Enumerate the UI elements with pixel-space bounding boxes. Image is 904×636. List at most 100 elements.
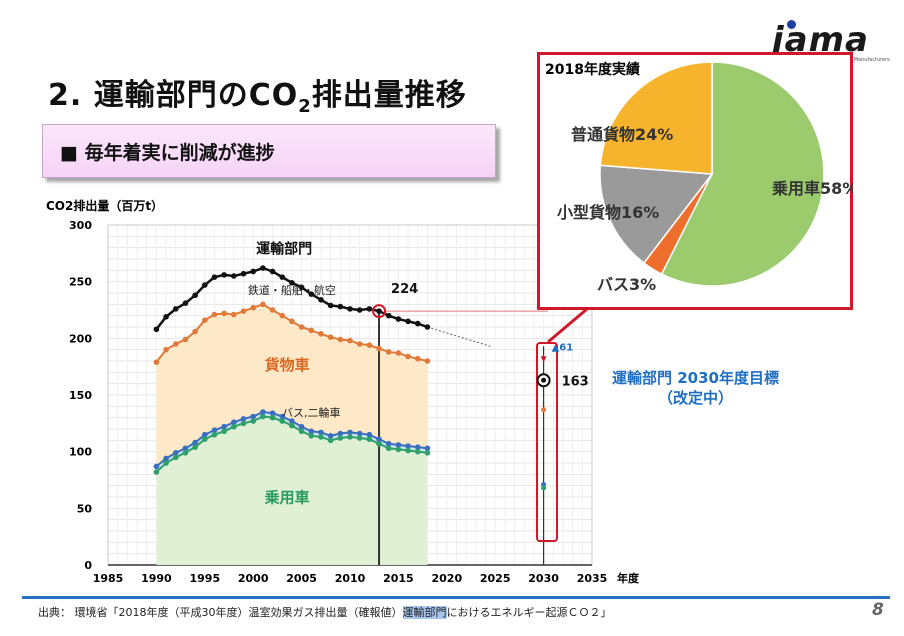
x-tick-label: 2030 bbox=[528, 572, 559, 585]
data-point bbox=[202, 436, 208, 443]
data-point bbox=[211, 311, 218, 318]
projection-line bbox=[427, 326, 491, 347]
y-tick-label: 200 bbox=[69, 332, 92, 345]
data-point bbox=[240, 416, 247, 422]
data-point bbox=[163, 314, 169, 320]
data-point bbox=[289, 318, 295, 325]
data-point bbox=[231, 273, 237, 279]
x-tick-label: 2035 bbox=[577, 572, 608, 585]
data-point bbox=[221, 272, 227, 278]
pie-slice bbox=[660, 61, 825, 287]
subtitle-text: ■ 毎年着実に削減が進捗 bbox=[60, 142, 275, 164]
slide-title: 2. 運輸部門のCO2排出量推移 bbox=[48, 78, 467, 117]
data-point bbox=[308, 327, 315, 334]
data-point bbox=[289, 280, 295, 286]
data-point bbox=[172, 306, 179, 312]
data-point bbox=[366, 342, 373, 348]
source-citation: 出典： 環境省「2018年度（平成30年度）温室効果ガス排出量（確報値）運輸部門… bbox=[38, 606, 612, 619]
x-tick-label: 1985 bbox=[93, 572, 124, 585]
pie-chart: 2018年度実績 乗用車58% バス3% 小型貨物16% 普通貨物24% bbox=[545, 61, 853, 294]
data-point bbox=[327, 334, 334, 341]
data-point bbox=[260, 413, 266, 420]
page-number: 8 bbox=[872, 600, 884, 620]
data-point bbox=[298, 284, 305, 291]
data-point bbox=[366, 306, 373, 312]
data-point bbox=[153, 469, 160, 475]
data-point bbox=[308, 428, 315, 435]
data-point bbox=[414, 355, 421, 362]
data-point bbox=[298, 423, 305, 430]
data-point bbox=[308, 433, 315, 439]
series-label: バス,二輪車 bbox=[282, 406, 341, 420]
data-point bbox=[240, 270, 247, 277]
x-tick-label: 2020 bbox=[431, 572, 462, 585]
data-point bbox=[366, 431, 373, 438]
data-point bbox=[172, 341, 179, 347]
data-point bbox=[298, 428, 305, 435]
data-point bbox=[318, 331, 324, 337]
footer-divider bbox=[22, 596, 890, 599]
data-point bbox=[182, 450, 189, 456]
x-tick-label: 1990 bbox=[141, 572, 172, 585]
data-point bbox=[221, 428, 227, 435]
data-point bbox=[192, 292, 198, 299]
data-point bbox=[279, 312, 286, 319]
data-point bbox=[250, 268, 256, 275]
x-tick-label: 2000 bbox=[238, 572, 269, 585]
y-axis-label: CO2排出量（百万t） bbox=[46, 198, 163, 213]
data-point bbox=[405, 443, 411, 449]
data-point bbox=[260, 409, 266, 415]
pie-slice-label: バス3% bbox=[597, 275, 656, 294]
data-point bbox=[211, 431, 218, 438]
data-point bbox=[163, 455, 169, 462]
data-point bbox=[269, 268, 276, 275]
pie-slice bbox=[599, 61, 713, 175]
data-point bbox=[231, 419, 237, 426]
pie-slice-label: 普通貨物24% bbox=[571, 125, 673, 144]
y-tick-label: 100 bbox=[69, 446, 92, 459]
data-point bbox=[395, 446, 402, 453]
target-total-point bbox=[541, 377, 547, 383]
data-point bbox=[405, 447, 411, 454]
data-point bbox=[289, 422, 295, 429]
data-point bbox=[385, 440, 392, 447]
data-point bbox=[298, 324, 305, 330]
data-point bbox=[269, 410, 276, 416]
target-2030-box bbox=[536, 342, 558, 542]
data-point bbox=[385, 445, 392, 452]
data-point bbox=[240, 308, 247, 314]
data-point bbox=[163, 460, 169, 466]
data-point bbox=[153, 359, 160, 365]
data-point bbox=[231, 423, 237, 430]
data-point bbox=[424, 450, 431, 456]
x-tick-label: 2005 bbox=[286, 572, 317, 585]
data-point bbox=[240, 420, 247, 427]
data-point bbox=[172, 454, 179, 461]
target-label-line1: 運輸部門 2030年度目標 bbox=[612, 369, 779, 387]
data-point bbox=[366, 436, 373, 443]
x-tick-label: 2025 bbox=[480, 572, 511, 585]
data-point bbox=[356, 307, 363, 313]
data-point bbox=[347, 434, 353, 440]
pie-slice-label: 乗用車58% bbox=[772, 179, 853, 198]
data-point bbox=[163, 346, 169, 353]
data-point bbox=[376, 308, 382, 314]
data-point bbox=[376, 345, 382, 352]
series-label: 乗用車 bbox=[265, 489, 310, 507]
data-point bbox=[192, 328, 198, 335]
data-point bbox=[395, 442, 402, 448]
co2-emissions-chart: CO2排出量（百万t） 0 50 100 150 200 250 300 1985 1990 1… bbox=[46, 198, 640, 585]
x-tick-label: 2010 bbox=[335, 572, 366, 585]
data-point bbox=[347, 306, 353, 312]
data-point bbox=[182, 300, 189, 307]
data-point bbox=[356, 435, 363, 441]
data-point bbox=[192, 439, 198, 446]
data-point bbox=[318, 434, 324, 440]
data-point bbox=[153, 326, 160, 333]
y-tick-label: 150 bbox=[69, 389, 92, 402]
pie-title: 2018年度実績 bbox=[545, 61, 640, 78]
data-point bbox=[221, 310, 227, 317]
data-point bbox=[405, 318, 411, 325]
pie-slice bbox=[599, 164, 714, 264]
data-point bbox=[250, 304, 256, 311]
